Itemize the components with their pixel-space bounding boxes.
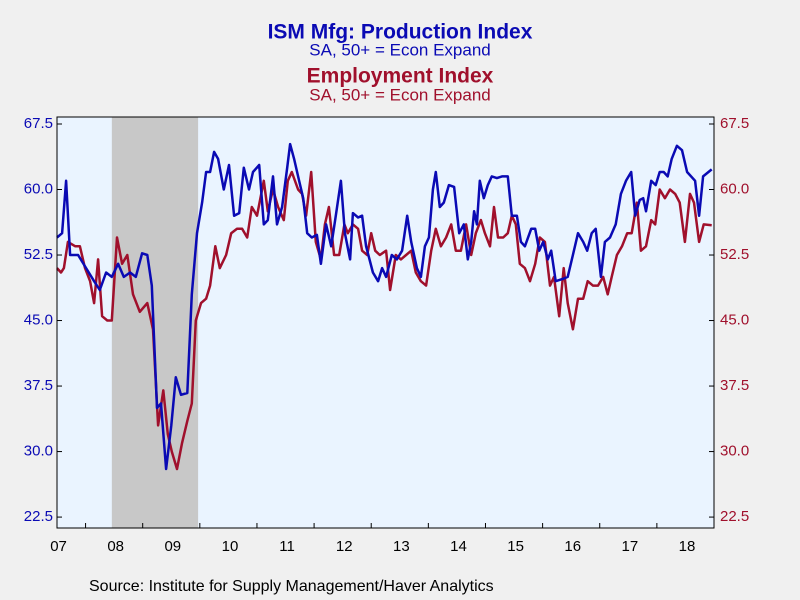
- x-tick-label: 15: [507, 538, 524, 555]
- x-tick-label: 17: [622, 538, 639, 555]
- source: Source: Institute for Supply Management/…: [89, 578, 494, 595]
- series-title: ISM Mfg: Production Index: [268, 21, 533, 44]
- y-tick-label: 37.5: [24, 377, 53, 394]
- series-title: Employment Index: [307, 65, 494, 88]
- plot-frame: [56, 116, 715, 529]
- y-tick-label: 52.5: [24, 246, 53, 263]
- x-tick-label: 13: [393, 538, 410, 555]
- y-tick-label: 30.0: [24, 443, 53, 460]
- y2-tick-label: 60.0: [720, 180, 749, 197]
- x-tick-label: 10: [222, 538, 239, 555]
- series-note: SA, 50+ = Econ Expand: [309, 85, 490, 104]
- x-tick-label: 08: [107, 538, 124, 555]
- x-tick-label: 12: [336, 538, 353, 555]
- y2-tick-label: 37.5: [720, 377, 749, 394]
- y2-tick-label: 22.5: [720, 508, 749, 525]
- x-tick-label: 14: [450, 538, 467, 555]
- y-tick-label: 60.0: [24, 180, 53, 197]
- x-tick-label: 07: [50, 538, 67, 555]
- x-tick-label: 18: [679, 538, 696, 555]
- y2-tick-label: 45.0: [720, 312, 749, 329]
- y-tick-label: 45.0: [24, 312, 53, 329]
- x-tick-label: 11: [279, 538, 295, 555]
- recession-band: [111, 117, 199, 528]
- x-tick-label: 09: [164, 538, 181, 555]
- y2-tick-label: 67.5: [720, 115, 749, 132]
- y2-tick-label: 52.5: [720, 246, 749, 263]
- series-line: [56, 142, 713, 471]
- y-tick-label: 67.5: [24, 115, 53, 132]
- x-tick-label: 16: [564, 538, 581, 555]
- y2-tick-label: 30.0: [720, 443, 749, 460]
- y-tick-label: 22.5: [24, 508, 53, 525]
- series-note: SA, 50+ = Econ Expand: [309, 40, 490, 59]
